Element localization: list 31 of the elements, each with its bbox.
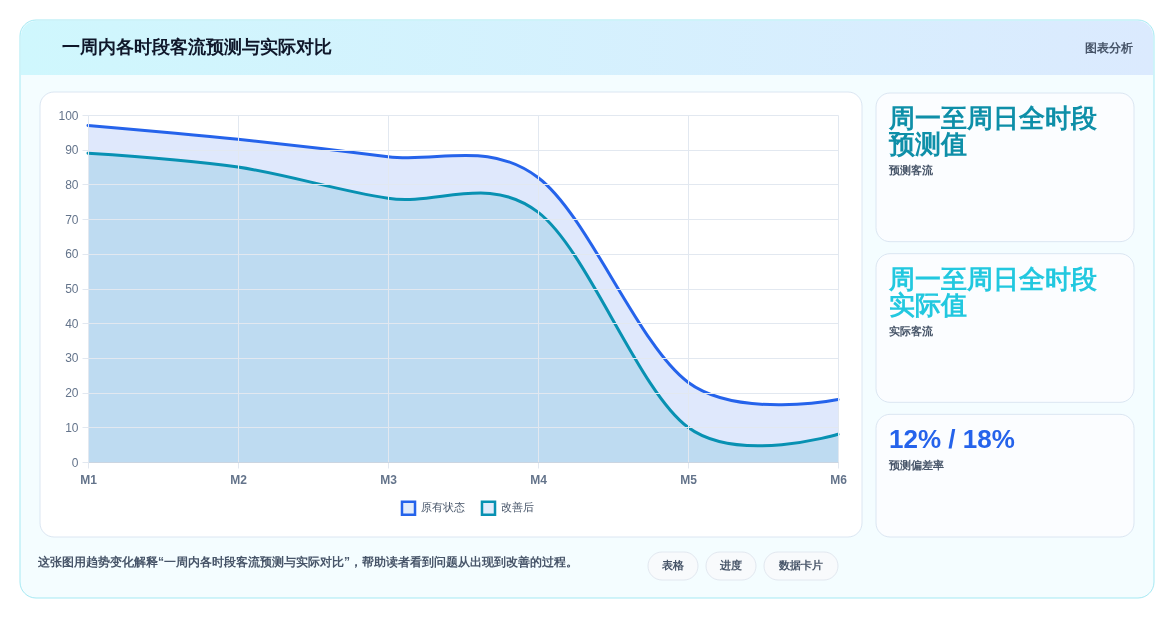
y-tick-label: 70 [65, 212, 79, 227]
y-tick-label: 90 [65, 143, 79, 158]
y-tick-label: 100 [58, 108, 79, 123]
y-tick-label: 60 [65, 247, 79, 262]
text: 周一至周日全时段实际值 [888, 263, 1098, 320]
text: 表格 [661, 559, 685, 571]
chart-title: 一周内各时段客流预测与实际对比 [62, 37, 332, 57]
y-tick-label: 40 [65, 316, 79, 331]
text: 数据卡片 [778, 559, 823, 571]
text: 12% / 18% [889, 424, 1015, 455]
x-tick-label: M6 [830, 472, 848, 487]
y-tick-label: 10 [65, 420, 79, 435]
text: 周一至周日全时段预测值 [888, 103, 1098, 159]
y-tick-label: 30 [65, 351, 79, 366]
y-tick-label: 20 [65, 386, 79, 401]
y-tick-label: 0 [71, 455, 79, 470]
y-tick-label: 80 [65, 177, 79, 192]
x-tick-label: M3 [380, 472, 398, 487]
y-tick-label: 50 [65, 282, 79, 296]
legend-label: 原有状态 [420, 501, 465, 514]
x-tick-label: M2 [230, 472, 248, 487]
text: 实际客流 [889, 324, 934, 337]
x-tick-label: M4 [530, 472, 548, 487]
text: 预测偏差率 [888, 459, 944, 472]
text: 预测客流 [888, 164, 934, 176]
legend-label: 改善后 [500, 501, 534, 514]
x-tick-label: M5 [680, 472, 698, 487]
text: 这张图用趋势变化解释“一周内各时段客流预测与实际对比”，帮助读者看到问题从出现到改善的过程。 [37, 555, 578, 569]
text: 进度 [719, 559, 742, 571]
text: 图表分析 [1085, 41, 1133, 55]
x-tick-label: M1 [80, 472, 98, 487]
